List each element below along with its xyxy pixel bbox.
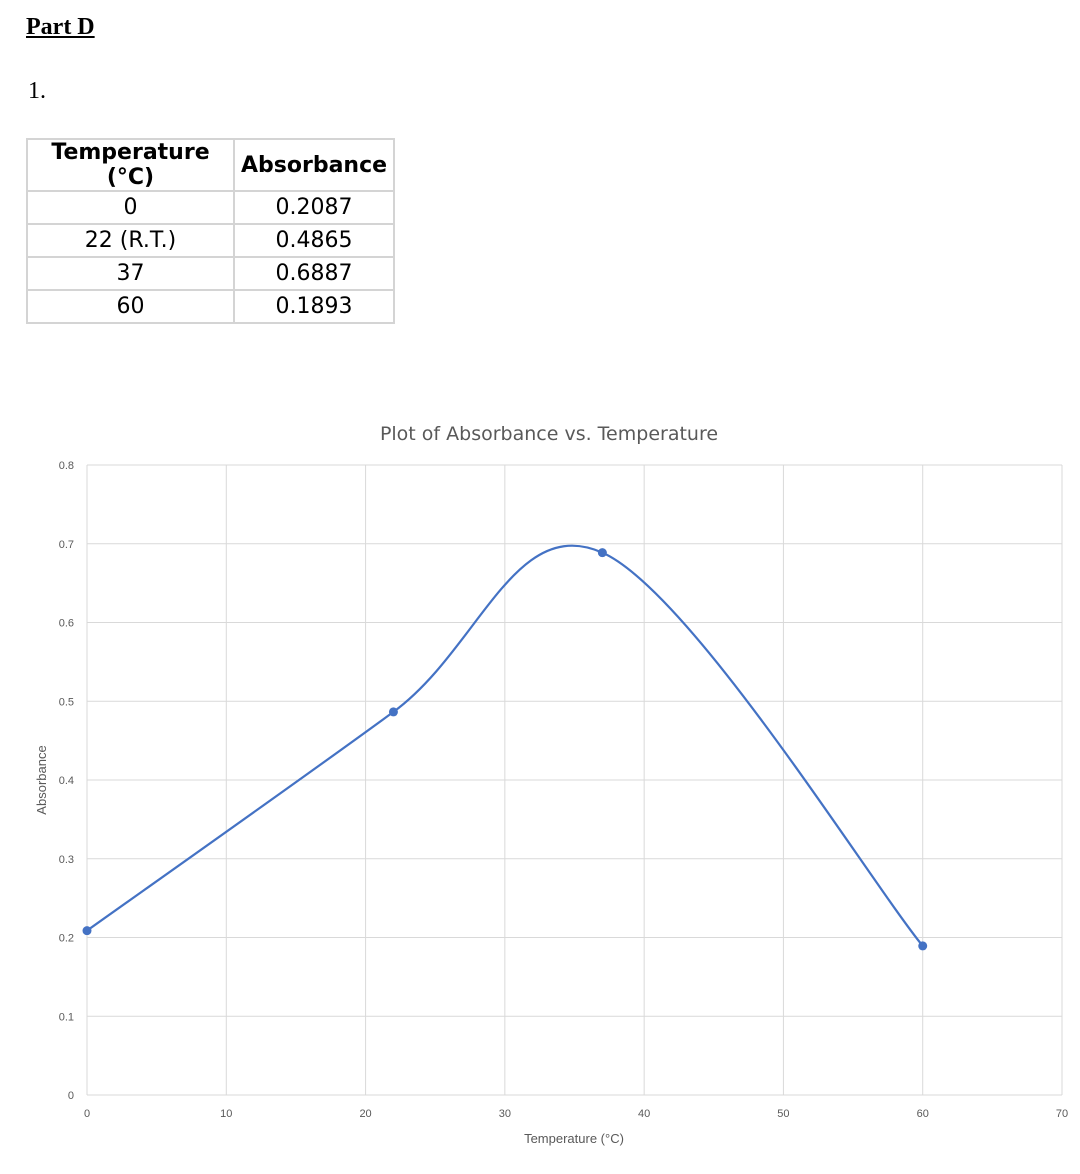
temperature-cell: 37: [26, 256, 235, 291]
x-tick-label: 30: [499, 1108, 511, 1120]
absorbance-cell: 0.2087: [232, 190, 396, 225]
absorbance-chart: Plot of Absorbance vs. Temperature 00.10…: [34, 423, 1068, 1146]
y-axis-title: Absorbance: [34, 745, 49, 814]
data-point: [597, 548, 607, 558]
column-header-temperature: Temperature (°C): [26, 138, 235, 192]
x-tick-label: 50: [777, 1108, 789, 1120]
x-tick-label: 70: [1056, 1108, 1068, 1120]
x-axis-title: Temperature (°C): [524, 1131, 624, 1146]
chart-title: Plot of Absorbance vs. Temperature: [380, 423, 718, 445]
x-axis-ticks: 0 10 20 30 40 50 60 70: [84, 1108, 1068, 1120]
y-tick-label: 0.5: [59, 696, 74, 708]
series-line: [86, 544, 924, 947]
temperature-cell: 0: [26, 190, 235, 225]
y-axis-ticks: 0 0.1 0.2 0.3 0.4 0.5 0.6 0.7 0.8: [59, 460, 74, 1102]
y-tick-label: 0.8: [59, 460, 74, 472]
data-table: Temperature (°C) Absorbance 0 0.2087 22 …: [26, 138, 396, 324]
y-tick-label: 0.6: [59, 618, 74, 630]
x-tick-label: 60: [917, 1108, 929, 1120]
y-tick-label: 0.2: [59, 933, 74, 945]
absorbance-cell: 0.1893: [232, 289, 396, 324]
table-header-row: Temperature (°C) Absorbance: [26, 138, 396, 192]
column-header-absorbance: Absorbance: [232, 138, 396, 192]
part-heading: Part D: [26, 14, 95, 40]
chart-grid: [86, 464, 1063, 1096]
y-tick-label: 0.7: [59, 539, 74, 551]
table-row: 0 0.2087: [26, 190, 396, 225]
absorbance-cell: 0.4865: [232, 223, 396, 258]
x-tick-label: 40: [638, 1108, 650, 1120]
temperature-cell: 22 (R.T.): [26, 223, 235, 258]
data-point: [82, 926, 92, 936]
question-number: 1.: [28, 78, 46, 104]
table-row: 37 0.6887: [26, 256, 396, 291]
x-tick-label: 20: [359, 1108, 371, 1120]
table-row: 60 0.1893: [26, 289, 396, 324]
y-tick-label: 0.1: [59, 1011, 74, 1023]
x-tick-label: 10: [220, 1108, 232, 1120]
y-tick-label: 0.3: [59, 854, 74, 866]
table-row: 22 (R.T.) 0.4865: [26, 223, 396, 258]
plot-area: [82, 544, 928, 951]
absorbance-cell: 0.6887: [232, 256, 396, 291]
y-tick-label: 0: [68, 1090, 74, 1102]
y-tick-label: 0.4: [59, 775, 74, 787]
temperature-cell: 60: [26, 289, 235, 324]
x-tick-label: 0: [84, 1108, 90, 1120]
data-point: [918, 941, 928, 951]
data-point: [388, 707, 398, 717]
